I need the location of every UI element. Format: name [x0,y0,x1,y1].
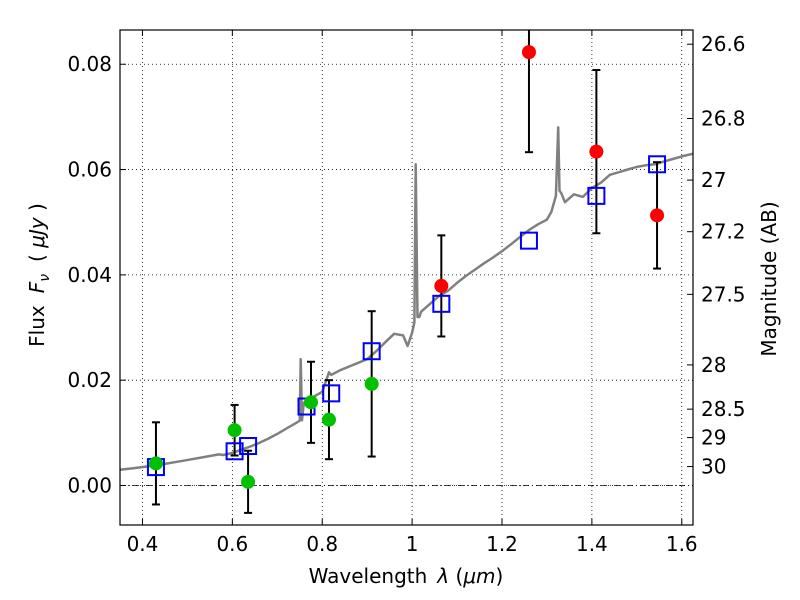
model-spectrum-line [119,126,694,471]
detection-point [321,412,336,427]
detection-point [148,456,163,471]
right-tick-label: 28.5 [701,397,746,421]
right-tick-label: 30 [701,455,726,479]
model-spectrum-layer [119,126,694,471]
model-point-square [362,342,381,361]
model-point-square [225,442,244,461]
detection-point [364,376,379,391]
right-tick-label: 29 [701,426,726,450]
detection-point [241,474,256,489]
model-point-square [648,155,667,174]
y-tick-label: 0.00 [67,474,112,498]
right-tick-label: 27 [701,168,726,192]
x-axis-ticks: 0.4 0.6 0.8 1 1.2 1.4 1.6 [127,30,698,556]
x-axis-title: Wavelength λ (μm) [309,564,504,588]
y-tick-label: 0.02 [67,368,112,392]
plot-frame [119,29,694,526]
detection-point [434,278,449,293]
y-tick-label: 0.06 [67,158,112,182]
x-tick-label: 1.2 [486,532,518,556]
detection-point [227,423,242,438]
x-tick-label: 1.4 [576,532,608,556]
right-tick-label: 27.5 [701,282,746,306]
detection-point [521,45,536,60]
right-axis-title: Magnitude (AB) [757,201,781,356]
right-tick-label: 26.8 [701,106,746,130]
right-tick-label: 27.2 [701,220,746,244]
y-tick-label: 0.08 [67,52,112,76]
model-point-square [432,294,451,313]
model-point-square [519,231,538,250]
x-tick-label: 0.6 [216,532,248,556]
plot-area [120,30,693,525]
x-tick-label: 1.6 [666,532,698,556]
detections-layer [148,45,665,489]
y-axis-ticks: 0.00 0.02 0.04 0.06 0.08 [67,52,126,498]
detection-point [650,208,665,223]
y-tick-label: 0.04 [67,263,112,287]
y-axis-title: FluxFν( μJy ) [25,203,53,347]
detection-point [589,144,604,159]
model-point-square [239,437,258,456]
right-tick-label: 28 [701,353,726,377]
detection-point [304,395,318,410]
right-axis-ticks: 26.6 26.8 27 27.2 27.5 28 28.5 29 30 [687,32,746,479]
x-tick-label: 0.4 [127,532,159,556]
x-tick-label: 0.8 [306,532,338,556]
model-point-square [587,186,606,205]
x-tick-label: 1 [406,532,419,556]
right-tick-label: 26.6 [701,32,746,56]
model-point-square [322,384,341,403]
